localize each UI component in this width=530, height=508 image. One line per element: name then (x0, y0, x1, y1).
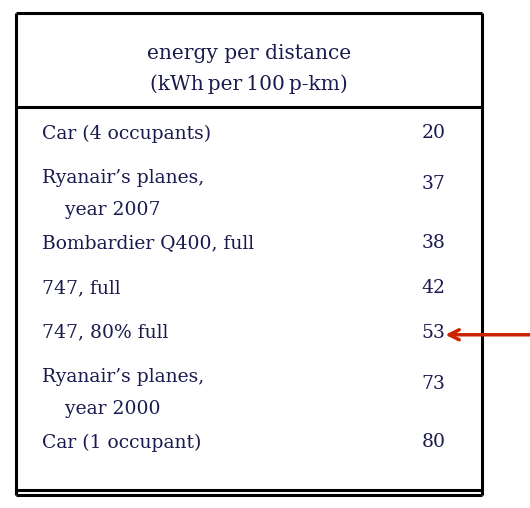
Text: Ryanair’s planes,: Ryanair’s planes, (42, 368, 205, 386)
Text: 20: 20 (421, 124, 445, 142)
Text: 80: 80 (421, 433, 445, 451)
Text: year 2007: year 2007 (53, 201, 161, 219)
Text: 73: 73 (421, 374, 445, 393)
Text: Car (4 occupants): Car (4 occupants) (42, 124, 211, 143)
Text: 38: 38 (421, 234, 445, 252)
Text: year 2000: year 2000 (53, 400, 161, 418)
Text: 747, full: 747, full (42, 279, 121, 297)
Text: 747, 80% full: 747, 80% full (42, 324, 169, 341)
Text: 42: 42 (421, 279, 445, 297)
Text: energy per distance: energy per distance (147, 44, 351, 63)
Text: Bombardier Q400, full: Bombardier Q400, full (42, 234, 254, 252)
Text: (kWh per 100 p-km): (kWh per 100 p-km) (150, 74, 348, 93)
Text: 53: 53 (421, 324, 445, 341)
Text: Ryanair’s planes,: Ryanair’s planes, (42, 169, 205, 187)
Text: 37: 37 (421, 175, 445, 194)
Text: Car (1 occupant): Car (1 occupant) (42, 433, 202, 452)
